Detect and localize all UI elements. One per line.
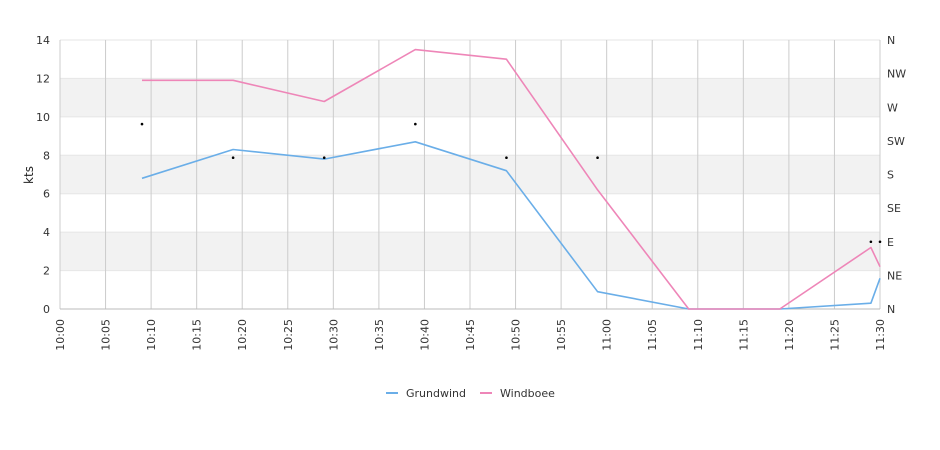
- y-tick-label: 12: [36, 72, 50, 85]
- x-tick-label: 11:00: [601, 319, 614, 351]
- x-tick-label: 11:20: [783, 319, 796, 351]
- y-tick-label: 0: [43, 303, 50, 316]
- x-tick-label: 11:30: [874, 319, 887, 351]
- x-tick-label: 10:00: [54, 319, 67, 351]
- y-tick-label: 2: [43, 265, 50, 278]
- direction-point: [414, 122, 417, 126]
- y-axis-label: kts: [22, 166, 36, 184]
- direction-tick-label: SW: [887, 135, 905, 148]
- direction-points: [140, 122, 882, 244]
- direction-point: [322, 156, 326, 159]
- y-tick-label: 14: [36, 34, 50, 47]
- legend: Grundwind Windboee: [386, 387, 555, 400]
- direction-tick-label: S: [887, 169, 894, 182]
- x-tick-labels: 10:00 10:05 10:10 10:15 10:20 10:25 10:30 10:35…: [54, 319, 887, 351]
- x-tick-label: 10:25: [282, 319, 295, 351]
- x-tick-label: 11:05: [646, 319, 659, 351]
- x-tick-label: 10:55: [555, 319, 568, 351]
- direction-point: [140, 122, 144, 126]
- direction-tick-label: NW: [887, 68, 906, 81]
- direction-tick-label: E: [887, 236, 894, 249]
- y-tick-label: 8: [43, 149, 50, 162]
- legend-label: Windboee: [500, 387, 555, 400]
- vertical-gridlines: [59, 40, 881, 309]
- y-tick-label: 6: [43, 188, 50, 201]
- series-lines: [141, 48, 881, 310]
- direction-point: [505, 156, 508, 159]
- direction-tick-labels: N NE E SE S SW W NW N: [887, 34, 906, 316]
- x-tick-label: 11:15: [737, 319, 750, 351]
- x-tick-label: 10:15: [191, 319, 204, 351]
- legend-label: Grundwind: [406, 387, 466, 400]
- x-tick-label: 11:25: [828, 319, 841, 351]
- x-tick-label: 10:30: [327, 319, 340, 351]
- x-tick-label: 10:35: [373, 319, 386, 351]
- x-tick-label: 10:45: [464, 319, 477, 351]
- x-tick-label: 10:50: [510, 319, 523, 351]
- y-tick-label: 4: [43, 226, 50, 239]
- y-tick-label: 10: [36, 111, 50, 124]
- x-tick-label: 10:20: [236, 319, 249, 351]
- direction-point: [596, 156, 599, 159]
- x-tick-label: 10:10: [145, 319, 158, 351]
- x-tick-label: 10:05: [100, 319, 113, 351]
- series-line-grundwind: [141, 141, 881, 310]
- series-line-windboee: [142, 48, 881, 310]
- direction-tick-label: NE: [887, 269, 902, 282]
- x-tick-label: 10:40: [418, 319, 431, 351]
- direction-tick-label: SE: [887, 202, 901, 215]
- direction-tick-label: N: [887, 34, 895, 47]
- direction-point: [878, 240, 882, 244]
- direction-point: [231, 156, 235, 159]
- direction-point: [869, 240, 873, 244]
- direction-tick-label: N: [887, 303, 895, 316]
- direction-tick-label: W: [887, 101, 898, 114]
- y-tick-labels: 0 2 4 6 8 10 12 14: [36, 34, 50, 316]
- x-tick-label: 11:10: [692, 319, 705, 351]
